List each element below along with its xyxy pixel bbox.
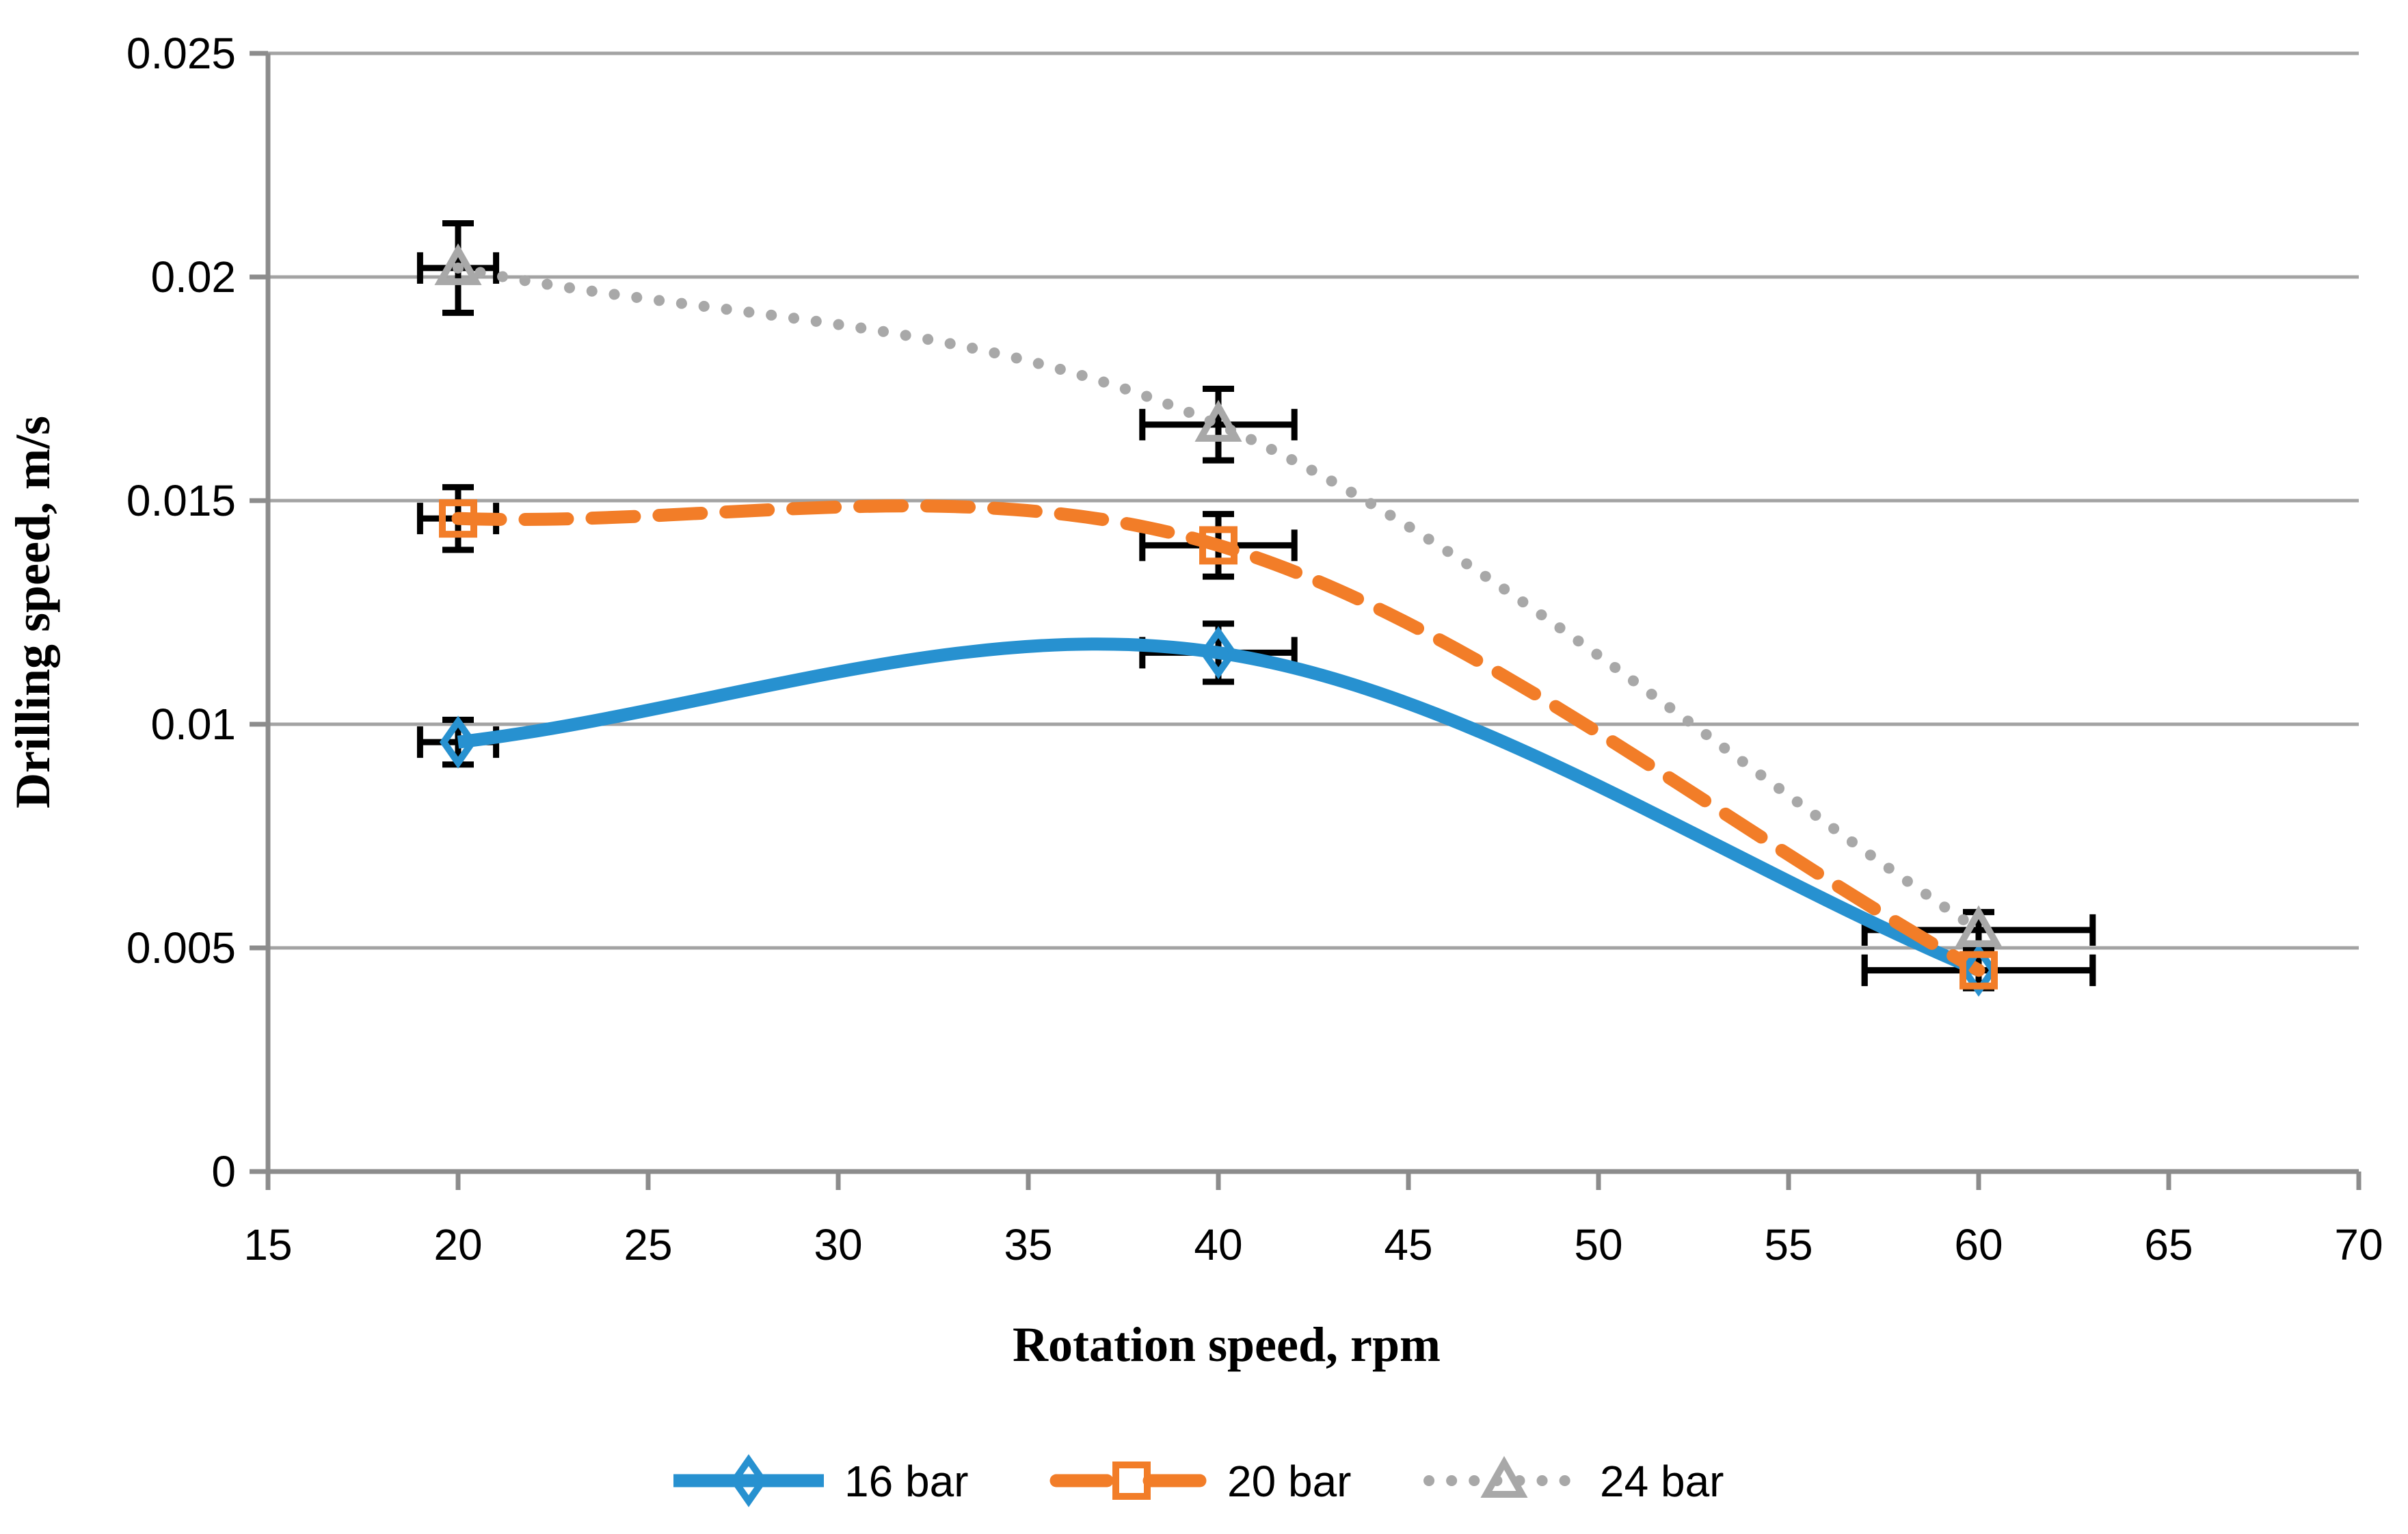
- legend-item-16-bar: 16 bar: [673, 1454, 968, 1507]
- x-tick-label: 55: [1764, 1220, 1812, 1269]
- legend-marker-triangle: [1480, 1455, 1528, 1498]
- x-tick-label: 50: [1574, 1220, 1622, 1269]
- x-tick-label: 60: [1954, 1220, 2003, 1269]
- legend-item-20-bar: 20 bar: [1049, 1457, 1351, 1506]
- legend-marker-square: [1112, 1462, 1151, 1500]
- x-tick-label: 70: [2334, 1220, 2383, 1269]
- y-axis-title: Drilling speed, m/s: [5, 416, 60, 808]
- marker-20-bar-x20: [439, 499, 477, 538]
- marker-24-bar-x40: [1194, 399, 1242, 442]
- marker-16-bar-x60: [1959, 943, 1998, 997]
- tick-labels: 0 0.005 0.01 0.015 0.02 0.025 15 20 25 30 35 40 45 50…: [126, 29, 2383, 1269]
- x-tick-label: 45: [1384, 1220, 1432, 1269]
- legend-marker-diamond: [730, 1454, 768, 1507]
- legend: 16 bar 20 bar 24 bar: [673, 1454, 1724, 1507]
- x-tick-label: 65: [2144, 1220, 2193, 1269]
- legend-label: 20 bar: [1227, 1457, 1351, 1506]
- legend-item-24-bar: 24 bar: [1423, 1455, 1724, 1506]
- marker-24-bar-x60: [1955, 905, 2003, 947]
- legend-label: 16 bar: [844, 1457, 968, 1506]
- x-axis-title: Rotation speed, rpm: [1013, 1317, 1441, 1372]
- series-lines: [451, 262, 1985, 977]
- axes: [250, 51, 2362, 1190]
- line-20-bar: [451, 499, 1985, 977]
- y-tick-label: 0.02: [150, 252, 236, 302]
- gridlines: [268, 51, 2359, 950]
- marker-16-bar-x40: [1199, 626, 1238, 680]
- y-tick-label: 0.005: [126, 923, 236, 973]
- y-tick-label: 0.015: [126, 476, 236, 525]
- y-tick-label: 0.01: [150, 700, 236, 749]
- error-bars: [416, 220, 2096, 992]
- x-tick-label: 35: [1004, 1220, 1052, 1269]
- x-tick-label: 40: [1194, 1220, 1242, 1269]
- marker-24-bar-x20: [434, 243, 482, 285]
- marker-20-bar-x40: [1199, 526, 1238, 565]
- x-tick-label: 25: [624, 1220, 672, 1269]
- axis-titles: Rotation speed, rpm Drilling speed, m/s: [5, 416, 1441, 1372]
- line-16-bar: [457, 637, 1981, 977]
- x-tick-label: 15: [243, 1220, 292, 1269]
- x-tick-label: 30: [814, 1220, 862, 1269]
- marker-20-bar-x60: [1959, 951, 1998, 990]
- legend-label: 24 bar: [1600, 1457, 1724, 1506]
- y-tick-label: 0: [211, 1147, 236, 1196]
- series-markers: [434, 243, 2003, 997]
- x-tick-label: 20: [433, 1220, 482, 1269]
- error-bar-24-bar-x40: [1139, 386, 1298, 464]
- y-tick-label: 0.025: [126, 29, 236, 78]
- marker-16-bar-x20: [439, 715, 477, 769]
